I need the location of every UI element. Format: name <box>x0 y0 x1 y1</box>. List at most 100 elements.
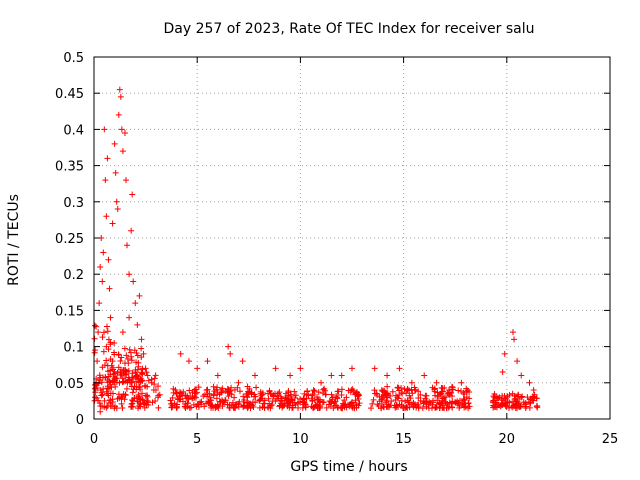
data-point <box>96 300 103 307</box>
data-point <box>352 397 359 404</box>
data-point <box>137 401 144 408</box>
data-point <box>213 395 220 402</box>
data-point <box>124 355 131 362</box>
data-point <box>109 390 116 397</box>
data-point <box>252 399 259 406</box>
data-point <box>392 404 399 411</box>
y-tick-label: 0.35 <box>55 160 84 175</box>
data-point <box>95 329 102 336</box>
data-point <box>317 403 324 410</box>
data-point <box>338 391 345 398</box>
data-point <box>128 379 135 386</box>
data-point <box>264 404 271 411</box>
data-point <box>417 391 424 398</box>
data-point <box>373 390 380 397</box>
data-point <box>201 403 208 410</box>
data-point <box>309 398 316 405</box>
data-point <box>227 350 234 357</box>
data-point <box>193 403 200 410</box>
data-point <box>133 378 140 385</box>
data-point <box>322 391 329 398</box>
data-point <box>239 358 246 365</box>
y-tick-label: 0.4 <box>63 123 84 138</box>
data-point <box>259 403 266 410</box>
data-point <box>136 292 143 299</box>
data-point <box>241 402 248 409</box>
data-point <box>291 388 298 395</box>
data-point <box>129 389 136 396</box>
data-point <box>135 363 142 370</box>
data-point <box>206 390 213 397</box>
data-point <box>369 400 376 407</box>
x-tick-label: 5 <box>193 432 201 447</box>
data-point <box>138 377 145 384</box>
grid <box>94 57 610 419</box>
data-point <box>386 404 393 411</box>
data-point <box>384 372 391 379</box>
data-point <box>261 397 268 404</box>
x-tick-label: 25 <box>602 432 619 447</box>
data-point <box>388 398 395 405</box>
data-point <box>152 398 159 405</box>
data-point <box>370 396 377 403</box>
x-tick-label: 10 <box>292 432 309 447</box>
data-point <box>342 401 349 408</box>
data-point <box>287 372 294 379</box>
data-point <box>250 403 257 410</box>
data-point <box>125 367 132 374</box>
data-point <box>501 350 508 357</box>
data-point <box>260 400 267 407</box>
data-point <box>194 365 201 372</box>
data-point <box>240 393 247 400</box>
data-point <box>225 343 232 350</box>
data-point <box>170 389 177 396</box>
data-point <box>168 404 175 411</box>
data-point <box>97 263 104 270</box>
data-point <box>108 384 115 391</box>
data-point <box>502 402 509 409</box>
data-point <box>334 388 341 395</box>
data-point <box>144 372 151 379</box>
data-point <box>226 390 233 397</box>
data-point <box>219 385 226 392</box>
data-point <box>406 387 413 394</box>
data-point <box>112 403 119 410</box>
data-point <box>122 378 129 385</box>
data-point <box>341 397 348 404</box>
data-point <box>130 278 137 285</box>
data-point <box>516 403 523 410</box>
data-point <box>173 391 180 398</box>
data-point <box>126 314 133 321</box>
data-point <box>321 385 328 392</box>
data-point <box>240 399 247 406</box>
data-point <box>289 404 296 411</box>
y-tick-label: 0.5 <box>63 51 84 66</box>
data-point <box>515 391 522 398</box>
y-axis-ticks: 0 0.05 0.1 0.15 0.2 0.25 0.3 0.35 0.4 0.45 0.5 <box>55 51 610 428</box>
data-point <box>409 390 416 397</box>
data-point <box>527 396 534 403</box>
data-point <box>518 394 525 401</box>
data-point <box>349 404 356 411</box>
data-point <box>314 404 321 411</box>
data-point <box>224 385 231 392</box>
data-point <box>128 403 135 410</box>
data-point <box>115 111 122 118</box>
data-point <box>330 400 337 407</box>
data-point <box>309 391 316 398</box>
data-point <box>463 394 470 401</box>
data-point <box>247 401 254 408</box>
data-point <box>135 393 142 400</box>
data-point <box>91 335 98 342</box>
data-point <box>453 399 460 406</box>
data-point <box>530 387 537 394</box>
chart-title: Day 257 of 2023, Rate Of TEC Index for r… <box>163 21 534 37</box>
data-point <box>299 398 306 405</box>
data-point <box>408 379 415 386</box>
data-point <box>94 384 101 391</box>
data-point <box>176 389 183 396</box>
data-point <box>96 377 103 384</box>
data-point <box>530 397 537 404</box>
data-point <box>308 395 315 402</box>
data-point <box>134 321 141 328</box>
